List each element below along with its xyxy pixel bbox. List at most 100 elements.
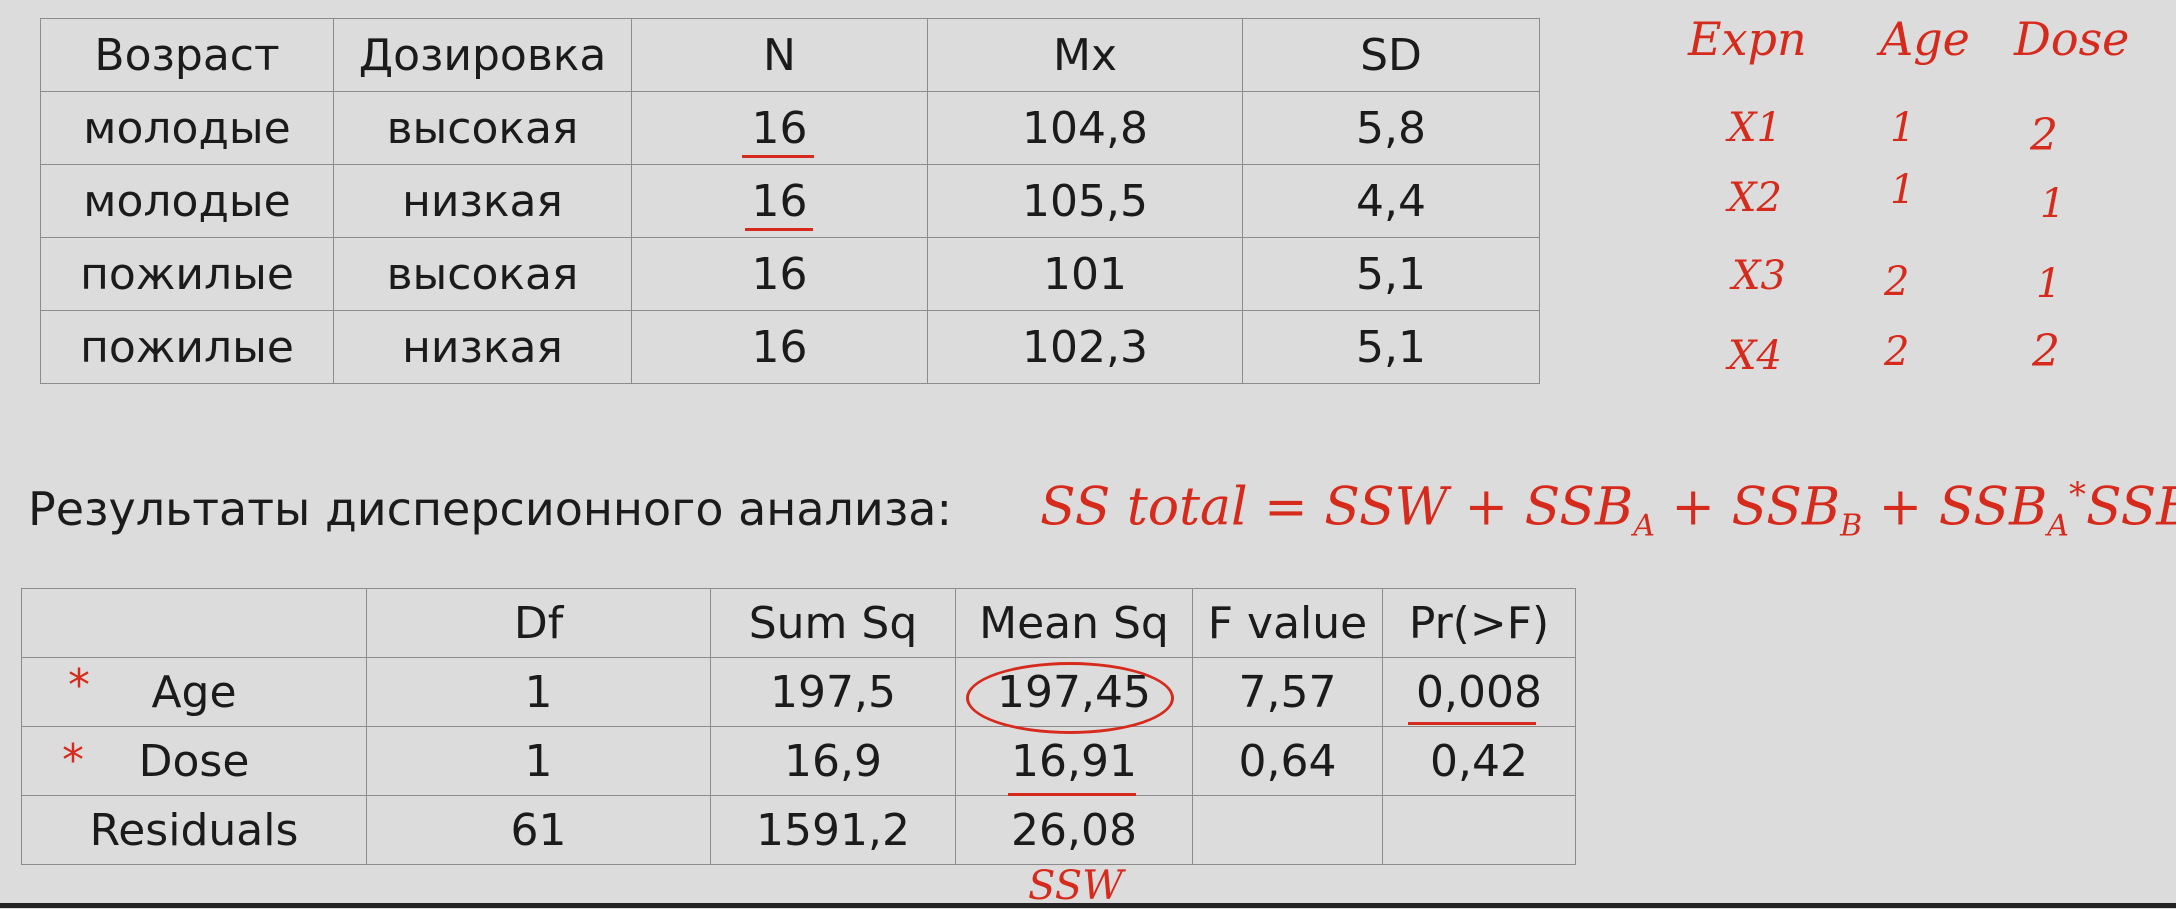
anova-caption: Результаты дисперсионного анализа:: [28, 482, 952, 536]
cell: 5,1: [1242, 310, 1540, 384]
table-row: молодые высокая 16 104,8 5,8: [40, 91, 1540, 165]
formula-sub-b: B: [1840, 508, 1863, 544]
header-age: Возраст: [40, 18, 334, 92]
header-n: N: [631, 18, 928, 92]
cell: 16: [631, 310, 928, 384]
coding-header-expn: Expn: [1688, 12, 1807, 66]
underline-mark: [742, 155, 814, 158]
cell: 0,008: [1382, 657, 1576, 727]
formula-plus: +: [1671, 477, 1715, 538]
coding-cell: 2: [2030, 110, 2058, 161]
cell: 101: [927, 237, 1243, 311]
ssw-label: SSW: [1028, 863, 1124, 909]
cell: 61: [366, 795, 711, 865]
cell: низкая: [333, 310, 632, 384]
formula-ssb-ab: SSB: [1938, 477, 2048, 538]
cell: 197,5: [710, 657, 956, 727]
cell: 16: [631, 237, 928, 311]
descriptives-table: Возраст Дозировка N Mx SD молодые высока…: [40, 18, 1540, 384]
coding-cell: 1: [1890, 167, 1916, 213]
cell: 1: [366, 657, 711, 727]
asterisk-mark: *: [62, 735, 84, 786]
cell: Residuals: [21, 795, 367, 865]
underline-mark: [745, 228, 813, 231]
row-label: * Dose: [21, 726, 367, 796]
cell: [1192, 795, 1383, 865]
table-row: молодые низкая 16 105,5 4,4: [40, 164, 1540, 238]
coding-header-dose: Dose: [2014, 12, 2130, 66]
cell: 104,8: [927, 91, 1243, 165]
asterisk-mark: *: [68, 660, 90, 711]
coding-cell: 1: [1890, 105, 1916, 151]
coding-cell: X3: [1732, 253, 1786, 299]
formula-ssb-b: SSB: [1731, 477, 1841, 538]
formula-sub-a: A: [1633, 508, 1655, 544]
coding-cell: 1: [2036, 261, 2062, 307]
cell: [1382, 795, 1576, 865]
header-blank: [21, 588, 367, 658]
cell: пожилые: [40, 237, 334, 311]
table-row: пожилые высокая 16 101 5,1: [40, 237, 1540, 311]
formula-star: *: [2068, 475, 2086, 515]
header-df: Df: [366, 588, 711, 658]
table-row: * Age 1 197,5 197,45 7,57 0,008: [21, 657, 1576, 727]
cell: 1591,2: [710, 795, 956, 865]
cell: 4,4: [1242, 164, 1540, 238]
cell: 5,1: [1242, 237, 1540, 311]
bottom-divider: [0, 903, 2176, 908]
coding-cell: 1: [2040, 181, 2066, 227]
formula-annotation: SS total = SSW + SSBA + SSBB + SSBA*SSBB: [1040, 478, 2176, 542]
table-row: пожилые низкая 16 102,3 5,1: [40, 310, 1540, 384]
formula-plus: +: [1464, 477, 1509, 538]
cell: пожилые: [40, 310, 334, 384]
header-dose: Дозировка: [333, 18, 632, 92]
coding-cell: X2: [1728, 175, 1782, 221]
cell: 105,5: [927, 164, 1243, 238]
cell: высокая: [333, 237, 632, 311]
cell: низкая: [333, 164, 632, 238]
coding-cell: 2: [1884, 259, 1910, 305]
circle-mark: [966, 662, 1174, 734]
coding-header-age: Age: [1880, 12, 1970, 66]
formula-ssw: SSW: [1324, 477, 1449, 538]
formula-ssb-ab2: SSB: [2085, 477, 2176, 538]
underline-mark: [1408, 722, 1536, 725]
formula-lhs: SS total: [1040, 477, 1248, 538]
cell: 0,42: [1382, 726, 1576, 796]
formula-eq: =: [1264, 477, 1308, 538]
cell: 16: [631, 164, 928, 238]
cell: молодые: [40, 91, 334, 165]
cell: 16: [631, 91, 928, 165]
formula-plus: +: [1878, 477, 1923, 538]
table-header-row: Возраст Дозировка N Mx SD: [40, 18, 1540, 92]
coding-cell: X4: [1728, 333, 1782, 379]
formula-sub-a: A: [2047, 508, 2069, 544]
coding-cell: 2: [1884, 329, 1910, 375]
cell: 5,8: [1242, 91, 1540, 165]
cell: высокая: [333, 91, 632, 165]
header-pr: Pr(>F): [1382, 588, 1576, 658]
table-row: * Dose 1 16,9 16,91 0,64 0,42: [21, 726, 1576, 796]
formula-ssb-a: SSB: [1524, 477, 1634, 538]
cell: 7,57: [1192, 657, 1383, 727]
anova-table: Df Sum Sq Mean Sq F value Pr(>F) * Age 1…: [21, 588, 1576, 865]
coding-cell: 2: [2032, 326, 2060, 377]
row-label-text: Age: [151, 666, 237, 718]
cell: 16,91: [955, 726, 1193, 796]
table-row: Residuals 61 1591,2 26,08: [21, 795, 1576, 865]
header-meansq: Mean Sq: [955, 588, 1193, 658]
cell: 0,64: [1192, 726, 1383, 796]
table-header-row: Df Sum Sq Mean Sq F value Pr(>F): [21, 588, 1576, 658]
cell: 1: [366, 726, 711, 796]
header-sumsq: Sum Sq: [710, 588, 956, 658]
row-label: * Age: [21, 657, 367, 727]
header-mx: Mx: [927, 18, 1243, 92]
row-label-text: Dose: [138, 735, 250, 787]
cell: 26,08: [955, 795, 1193, 865]
header-sd: SD: [1242, 18, 1540, 92]
cell: 16,9: [710, 726, 956, 796]
coding-cell: X1: [1728, 105, 1782, 151]
underline-mark: [1008, 793, 1136, 796]
cell: 102,3: [927, 310, 1243, 384]
header-fvalue: F value: [1192, 588, 1383, 658]
